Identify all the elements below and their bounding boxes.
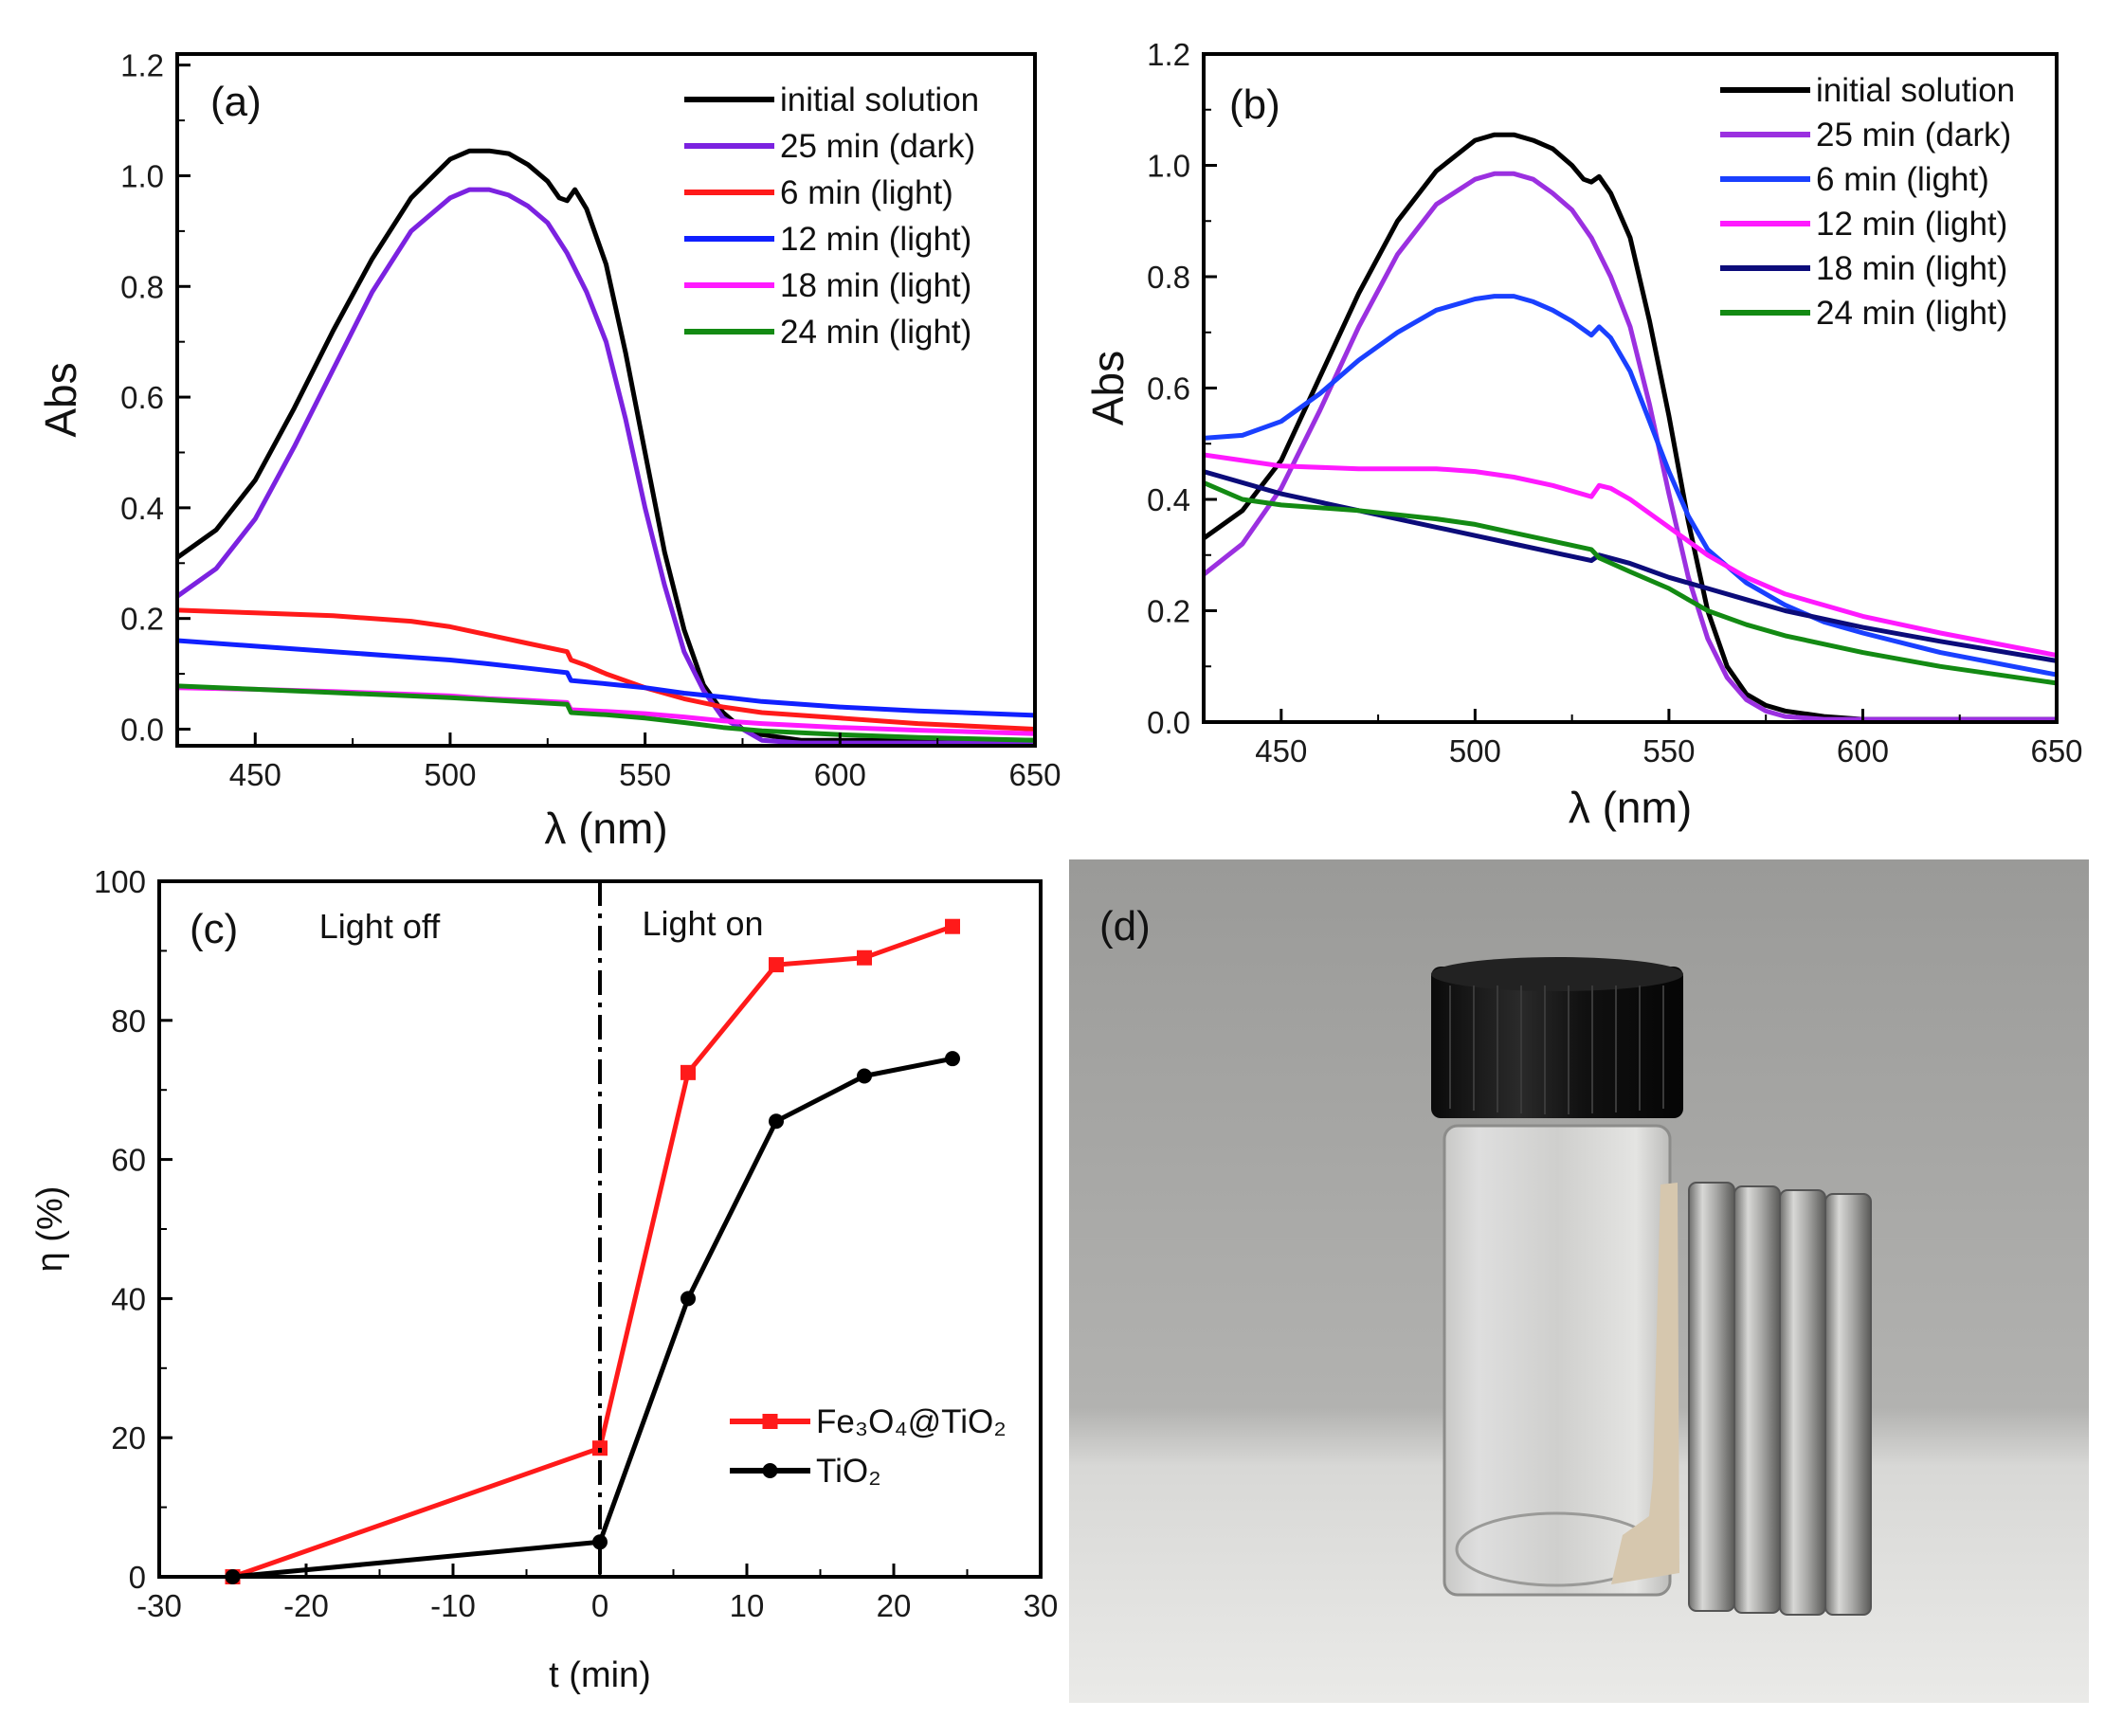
x-tick-label: 0	[591, 1588, 608, 1623]
y-tick-label: 60	[111, 1143, 146, 1178]
x-tick-label: 10	[730, 1588, 765, 1623]
y-tick-label: 0	[129, 1560, 146, 1595]
annotation-light-off: Light off	[319, 907, 441, 946]
data-point	[945, 918, 960, 934]
magnet-1	[1688, 1182, 1735, 1612]
panel-d-photo: (d)	[1069, 859, 2089, 1703]
y-tick-label: 0.8	[1147, 260, 1190, 295]
y-axis-title: Abs	[36, 362, 85, 437]
magnet-2	[1733, 1185, 1781, 1614]
legend-label: initial solution	[1816, 72, 2015, 109]
y-tick-label: 1.0	[1147, 149, 1190, 184]
y-tick-label: 0.0	[1147, 705, 1190, 740]
legend-marker	[762, 1414, 778, 1429]
panel-b: 450 500 550 600 650 0.0 0.2 0.4 0.6 0.8 1.0 1.2 λ (n…	[1083, 37, 2083, 832]
x-axis-title: t (min)	[549, 1655, 651, 1695]
series-line-3	[1204, 294, 2057, 678]
x-tick-label: -30	[136, 1588, 182, 1623]
panel-c: -30 -20 -10 0 10 20 30 0 20 40 60 80 100 t (min) η (%)…	[30, 864, 1058, 1695]
y-tick-label: 0.8	[120, 269, 164, 304]
panel-label: (b)	[1229, 81, 1280, 128]
y-tick-label: 0.6	[1147, 371, 1190, 407]
y-axis-title: Abs	[1083, 351, 1133, 425]
y-tick-label: 0.4	[1147, 482, 1190, 517]
series-line-6	[177, 683, 1035, 743]
series-line-2	[177, 187, 1035, 746]
x-tick-label: 20	[877, 1588, 912, 1623]
glass-vial	[1443, 1124, 1672, 1597]
legend-label: 6 min (light)	[780, 174, 953, 211]
series-line-2	[1204, 171, 2057, 722]
magnet-3	[1779, 1189, 1826, 1616]
x-axis-title: λ (nm)	[1569, 783, 1692, 832]
data-point	[769, 1113, 784, 1130]
x-tick-label: 30	[1024, 1588, 1059, 1623]
y-tick-label: 100	[94, 864, 146, 899]
x-tick-label: 650	[1008, 757, 1061, 792]
legend-label: 18 min (light)	[780, 267, 971, 304]
y-tick-label: 0.4	[120, 491, 164, 526]
legend-label: 25 min (dark)	[780, 128, 975, 165]
series-line-3	[177, 607, 1035, 732]
data-point	[592, 1534, 608, 1550]
vial-cap	[1431, 967, 1683, 1118]
x-tick-label: -10	[430, 1588, 476, 1623]
y-tick-label: 20	[111, 1420, 146, 1456]
x-tick-label: 600	[1837, 733, 1889, 769]
legend-label: 24 min (light)	[780, 314, 971, 351]
data-point	[769, 957, 784, 973]
x-tick-label: 500	[1449, 733, 1501, 769]
legend-label: initial solution	[780, 81, 979, 118]
x-tick-label: 650	[2030, 733, 2082, 769]
series-line-4	[177, 638, 1035, 718]
panel-a: 450 500 550 600 650 0.0 0.2 0.4 0.6 0.8 1.0 1.2 λ (n…	[36, 48, 1062, 853]
x-tick-label: 600	[814, 757, 866, 792]
x-tick-label: 500	[424, 757, 476, 792]
y-tick-label: 40	[111, 1281, 146, 1316]
series-line-6	[1204, 480, 2057, 686]
legend-label: 18 min (light)	[1816, 250, 2007, 287]
data-point	[680, 1291, 696, 1307]
series-line-4	[1204, 452, 2057, 658]
y-tick-label: 0.2	[1147, 594, 1190, 629]
y-axis-title: η (%)	[30, 1186, 70, 1273]
y-tick-label: 1.2	[120, 48, 164, 83]
data-point	[945, 1051, 960, 1067]
series-line-1	[231, 924, 953, 1577]
x-tick-label: 550	[1642, 733, 1695, 769]
y-tick-label: 80	[111, 1004, 146, 1039]
legend-label: 12 min (light)	[1816, 206, 2007, 243]
legend-label: TiO₂	[816, 1453, 881, 1490]
x-tick-label: 550	[619, 757, 671, 792]
plot-frame	[175, 52, 1037, 748]
series-line-2	[232, 1056, 953, 1577]
vial-cap-top	[1431, 957, 1683, 991]
panel-label: (c)	[190, 906, 238, 952]
y-tick-label: 0.6	[120, 380, 164, 415]
y-tick-label: 0.0	[120, 712, 164, 747]
legend-label: 24 min (light)	[1816, 295, 2007, 332]
x-tick-label: 450	[1255, 733, 1307, 769]
legend-label: 12 min (light)	[780, 221, 971, 258]
data-point	[857, 1068, 872, 1084]
catalyst-powder	[1611, 1183, 1679, 1584]
legend-marker	[762, 1463, 778, 1478]
x-tick-label: -20	[283, 1588, 329, 1623]
data-point	[680, 1064, 696, 1080]
y-tick-label: 0.2	[120, 602, 164, 637]
panel-label: (a)	[210, 79, 262, 125]
series-line-1	[1204, 132, 2057, 722]
y-tick-label: 1.0	[120, 158, 164, 193]
legend-label: 6 min (light)	[1816, 161, 1989, 198]
x-tick-label: 450	[229, 757, 281, 792]
panel-d-label: (d)	[1099, 903, 1151, 949]
x-axis-title: λ (nm)	[544, 804, 667, 853]
annotation-light-on: Light on	[642, 904, 763, 943]
legend-label: 25 min (dark)	[1816, 117, 2011, 154]
legend-label: Fe₃O₄@TiO₂	[816, 1403, 1007, 1440]
magnet-4	[1824, 1193, 1872, 1616]
y-tick-label: 1.2	[1147, 37, 1190, 72]
data-point	[857, 949, 872, 966]
